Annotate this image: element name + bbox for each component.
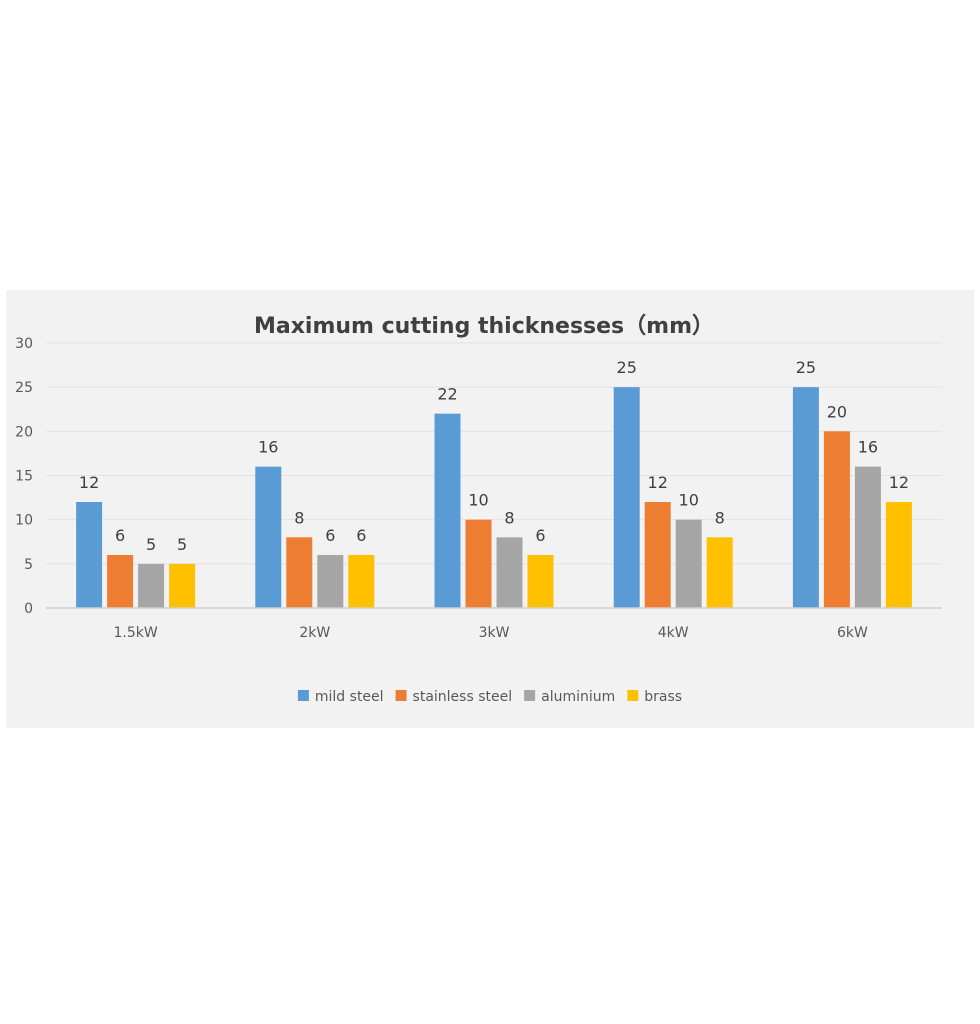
data-label: 8 [504,508,514,527]
x-tick-label: 3kW [479,625,510,641]
bar-aluminium-6kW [854,466,881,608]
data-label: 16 [258,438,278,457]
data-label: 12 [889,473,909,492]
data-label: 6 [535,526,545,545]
data-label: 12 [648,473,668,492]
data-labels: 12 6 5 5 16 8 6 6 22 10 8 6 25 12 10 8 25 20 16 12 [79,358,909,554]
data-label: 6 [115,526,125,545]
bar-stainless-steel-6kW [823,431,850,608]
data-label: 25 [617,358,637,377]
legend-label: stainless steel [413,689,513,705]
chart-title: Maximum cutting thicknesses（mm） [254,314,714,339]
bar-aluminium-3kW [496,537,523,608]
y-tick-label: 5 [24,557,33,573]
bar-aluminium-2kW [317,555,344,608]
bar-mild-steel-1.5kW [76,502,103,608]
y-tick-label: 15 [15,469,33,485]
bar-brass-6kW [885,502,912,608]
bar-brass-4kW [706,537,733,608]
data-label: 8 [715,508,725,527]
bar-aluminium-4kW [675,519,702,608]
x-tick-label: 4kW [658,625,689,641]
bar-mild-steel-2kW [255,466,282,608]
legend-item-aluminium: aluminium [524,689,615,705]
data-label: 6 [325,526,335,545]
data-label: 5 [146,535,156,554]
legend-swatch [524,690,536,701]
y-axis-ticks: 0 5 10 15 20 25 30 [15,336,33,617]
x-tick-label: 1.5kW [113,625,157,641]
x-tick-label: 2kW [299,625,330,641]
y-tick-label: 20 [15,424,33,440]
gridlines [46,342,942,565]
data-label: 8 [294,508,304,527]
bar-mild-steel-6kW [792,387,819,608]
legend: mild steel stainless steel aluminium brass [297,689,682,705]
bar-stainless-steel-2kW [286,537,313,608]
bars [76,387,912,608]
legend-label: brass [644,689,682,705]
bar-brass-1.5kW [169,563,196,608]
data-label: 10 [468,491,488,510]
bar-mild-steel-4kW [613,387,640,608]
data-label: 10 [679,491,699,510]
data-label: 20 [827,402,847,421]
bar-aluminium-1.5kW [138,563,165,608]
data-label: 25 [796,358,816,377]
data-label: 16 [858,438,878,457]
legend-label: mild steel [315,689,384,705]
x-axis-ticks: 1.5kW 2kW 3kW 4kW 6kW [113,625,867,641]
bar-stainless-steel-3kW [465,519,492,608]
data-label: 12 [79,473,99,492]
bar-stainless-steel-1.5kW [107,555,134,608]
x-tick-label: 6kW [837,625,868,641]
legend-swatch [297,690,309,701]
legend-item-brass: brass [627,689,682,705]
data-label: 5 [177,535,187,554]
y-tick-label: 25 [15,380,33,396]
legend-swatch [395,690,407,701]
bar-brass-2kW [348,555,375,608]
legend-label: aluminium [541,689,615,705]
bar-stainless-steel-4kW [644,502,671,608]
bar-brass-3kW [527,555,554,608]
y-tick-label: 30 [15,336,33,352]
legend-item-mild-steel: mild steel [297,689,384,705]
legend-swatch [627,690,639,701]
legend-item-stainless-steel: stainless steel [395,689,513,705]
y-tick-label: 0 [24,601,33,617]
y-tick-label: 10 [15,513,33,529]
data-label: 22 [437,385,457,404]
bar-mild-steel-3kW [434,413,461,608]
data-label: 6 [356,526,366,545]
